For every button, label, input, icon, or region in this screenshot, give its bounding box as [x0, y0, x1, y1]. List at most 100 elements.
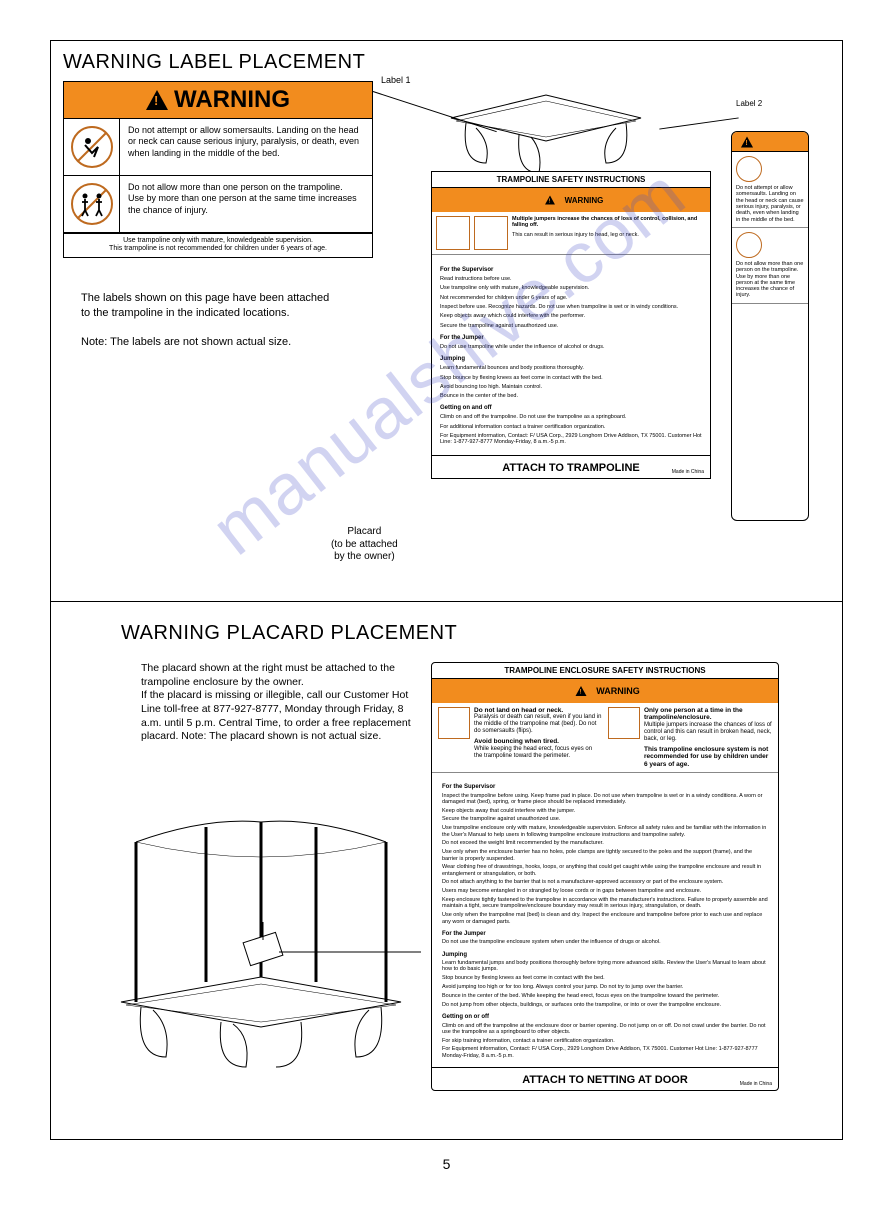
p1-l: Learn fundamental bounces and body posit… — [440, 365, 702, 371]
p2c1t: Paralysis or death can result, even if y… — [474, 714, 601, 734]
explain-p2: Note: The labels are not shown actual si… — [81, 335, 341, 350]
warning-triangle-icon — [741, 136, 753, 147]
p2c1t2: While keeping the head erect, focus eyes… — [474, 746, 592, 759]
p2-l: Use only when the enclosure barrier has … — [442, 849, 768, 862]
pc-l1: Placard — [347, 526, 381, 537]
p2-l: Do not use the trampoline enclosure syst… — [442, 939, 768, 945]
placard1-icon-row: Multiple jumpers increase the chances of… — [432, 212, 710, 255]
p2-l: Avoid jumping too high or for too long. … — [442, 984, 768, 990]
pic-txt-1: Multiple jumpers increase the chances of… — [512, 216, 706, 228]
label1-text-1: Do not attempt or allow somersaults. Lan… — [120, 119, 372, 175]
label1-footer: Use trampoline only with mature, knowled… — [64, 233, 372, 257]
p1-sub4: Getting on and off — [440, 405, 702, 411]
p2-l: Stop bounce by flexing knees as feet com… — [442, 975, 768, 981]
p2-l: For Equipment information, Contact: F/ U… — [442, 1046, 768, 1059]
attach-text: ATTACH TO TRAMPOLINE — [502, 462, 640, 474]
p2-txt-1: Do not land on head or neck. Paralysis o… — [474, 707, 602, 768]
placard2-attach: ATTACH TO NETTING AT DOOR Made in China — [432, 1067, 778, 1090]
label1-row-somersault: Do not attempt or allow somersaults. Lan… — [64, 119, 372, 176]
heading-placard-placement: WARNING PLACARD PLACEMENT — [121, 622, 802, 645]
page: WARNING LABEL PLACEMENT Label 1 WARNING … — [0, 0, 893, 1212]
placard-caption: Placard (to be attached by the owner) — [331, 526, 398, 564]
p1-l: For Equipment information, Contact: F/ U… — [440, 433, 702, 446]
p1-l: Not recommended for children under 6 yea… — [440, 295, 702, 301]
enclosure-placard: TRAMPOLINE ENCLOSURE SAFETY INSTRUCTIONS… — [431, 662, 779, 1091]
placard1-attach: ATTACH TO TRAMPOLINE Made in China — [432, 455, 710, 478]
p2c1b2: Avoid bouncing when tired. — [474, 738, 602, 745]
label2-caption: Label 2 — [736, 99, 762, 108]
label2-text-2: Do not allow more than one person on the… — [736, 261, 804, 299]
p1-l: Keep objects away which could interfere … — [440, 313, 702, 319]
p1-sub2: For the Jumper — [440, 335, 702, 341]
placard2-icon-row: Do not land on head or neck. Paralysis o… — [432, 703, 778, 773]
label2-cell-1: Do not attempt or allow somersaults. Lan… — [732, 152, 808, 228]
p2-sub1: For the Supervisor — [442, 784, 768, 790]
label2-cell-2: Do not allow more than one person on the… — [732, 228, 808, 304]
p2-l: Do not exceed the weight limit recommend… — [442, 840, 768, 846]
p2-col-left: Do not land on head or neck. Paralysis o… — [438, 707, 602, 768]
warning-triangle-icon — [146, 90, 168, 110]
warning-word: WARNING — [174, 86, 290, 114]
p2-l: Users may become entangled in or strangl… — [442, 888, 768, 894]
pic-txt-2: This can result in serious injury to hea… — [512, 232, 706, 238]
p2-icon-1 — [438, 707, 470, 739]
mini-icon-1 — [736, 156, 762, 182]
heading-label-placement: WARNING LABEL PLACEMENT — [63, 51, 830, 74]
warning-triangle-icon — [576, 686, 587, 696]
explain-p1: The labels shown on this page have been … — [81, 291, 341, 321]
p2-sub2: For the Jumper — [442, 931, 768, 937]
warning-header: WARNING — [64, 82, 372, 119]
placard-icon-text: Multiple jumpers increase the chances of… — [512, 216, 706, 250]
p2-l: Use only when the trampoline mat (bed) i… — [442, 912, 768, 925]
placard1-warning-word: WARNING — [565, 196, 604, 205]
label1-caption: Label 1 — [381, 75, 411, 85]
label1-text-2: Do not allow more than one person on the… — [120, 176, 372, 232]
warning-label-1: WARNING Do not attempt or allow somersau… — [63, 81, 373, 258]
made-in-2: Made in China — [740, 1081, 772, 1087]
p2c2b2: This trampoline enclosure system is not … — [644, 746, 772, 768]
no-somersault-icon — [64, 119, 120, 175]
section-label-placement: WARNING LABEL PLACEMENT Label 1 WARNING … — [51, 41, 842, 601]
p2-l: Inspect the trampoline before using. Kee… — [442, 793, 768, 806]
label1-row-oneperson: Do not allow more than one person on the… — [64, 176, 372, 233]
warning-label-2: Do not attempt or allow somersaults. Lan… — [731, 131, 809, 521]
placard1-warning-bar: WARNING — [432, 188, 710, 212]
p1-l: Do not use trampoline while under the in… — [440, 344, 702, 350]
placard2-warning-word: WARNING — [596, 686, 640, 696]
label2-text-1: Do not attempt or allow somersaults. Lan… — [736, 185, 804, 223]
p2-l: Do not jump from other objects, building… — [442, 1002, 768, 1008]
p2-icon-2 — [608, 707, 640, 739]
p2-l: Keep objects away that could interfere w… — [442, 808, 768, 814]
leader-line-2 — [659, 117, 738, 129]
p2-l: For skip training information, contact a… — [442, 1038, 768, 1044]
label2-blank — [732, 304, 808, 464]
p2-sub4: Getting on or off — [442, 1014, 768, 1020]
placard2-warning-bar: WARNING — [432, 679, 778, 703]
label2-header — [732, 132, 808, 152]
p1-l: Climb on and off the trampoline. Do not … — [440, 414, 702, 420]
section-placard-placement: WARNING PLACARD PLACEMENT The placard sh… — [51, 602, 842, 1142]
p1-l: Secure the trampoline against unauthoriz… — [440, 323, 702, 329]
p2-txt-2: Only one person at a time in the trampol… — [644, 707, 772, 768]
attach-text-2: ATTACH TO NETTING AT DOOR — [522, 1074, 688, 1086]
explain-text-bottom: The placard shown at the right must be a… — [141, 662, 411, 744]
placard2-body: For the Supervisor Inspect the trampolin… — [432, 773, 778, 1067]
p1-sub3: Jumping — [440, 356, 702, 362]
p2-l: Climb on and off the trampoline at the e… — [442, 1023, 768, 1036]
p2-col-right: Only one person at a time in the trampol… — [608, 707, 772, 768]
p2-l: Use trampoline enclosure only with matur… — [442, 825, 768, 838]
placard2-title: TRAMPOLINE ENCLOSURE SAFETY INSTRUCTIONS — [432, 663, 778, 679]
p1-l: Read instructions before use. — [440, 276, 702, 282]
mini-icon-2 — [736, 232, 762, 258]
pc-l2: (to be attached — [331, 539, 398, 550]
p2c2t: Multiple jumpers increase the chances of… — [644, 722, 772, 742]
p2-l: Secure the trampoline against unauthoriz… — [442, 816, 768, 822]
p2-l: Wear clothing free of drawstrings, hooks… — [442, 864, 768, 877]
content-frame: WARNING LABEL PLACEMENT Label 1 WARNING … — [50, 40, 843, 1140]
p1-l: Inspect before use. Recognize hazards. D… — [440, 304, 702, 310]
placard1-body: For the Supervisor Read instructions bef… — [432, 255, 710, 455]
explain-text-top: The labels shown on this page have been … — [81, 291, 341, 364]
warning-triangle-icon — [545, 196, 555, 205]
p1-l: For additional information contact a tra… — [440, 424, 702, 430]
p2c1b: Do not land on head or neck. — [474, 707, 602, 714]
